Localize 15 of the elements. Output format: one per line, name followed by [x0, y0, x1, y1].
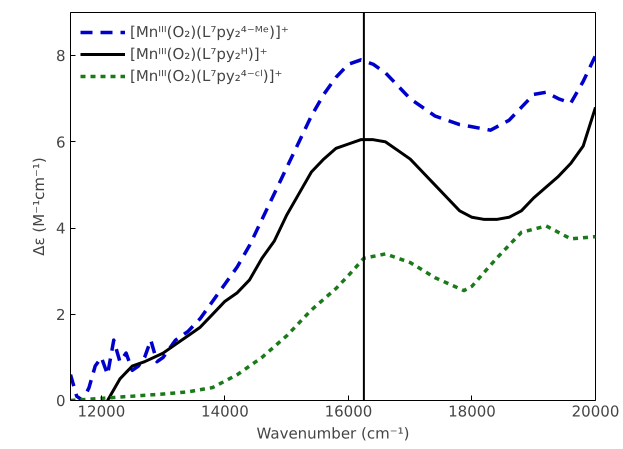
legend-label: [Mnᴵᴵᴵ(O₂)(L⁷py₂⁴⁻ᶜˡ)]⁺	[130, 67, 282, 85]
y-tick-label: 6	[56, 133, 66, 152]
x-tick-label: 14000	[201, 402, 249, 420]
legend-label: [Mnᴵᴵᴵ(O₂)(L⁷py₂⁴⁻ᴹᵉ)]⁺	[130, 23, 289, 41]
legend-label: [Mnᴵᴵᴵ(O₂)(L⁷py₂ᴴ)]⁺	[130, 45, 268, 63]
x-axis-title: Wavenumber (cm⁻¹)	[256, 424, 410, 442]
y-tick-label: 0	[56, 392, 66, 410]
y-tick-label: 2	[56, 306, 66, 324]
x-tick-label: 12000	[78, 402, 126, 420]
y-tick-label: 8	[56, 47, 66, 66]
x-tick-label: 18000	[448, 402, 496, 420]
x-tick-label: 20000	[572, 402, 620, 420]
x-tick-label: 16000	[324, 402, 372, 420]
y-axis-title: Δε (M⁻¹cm⁻¹)	[30, 157, 48, 256]
y-tick-label: 4	[56, 220, 66, 238]
